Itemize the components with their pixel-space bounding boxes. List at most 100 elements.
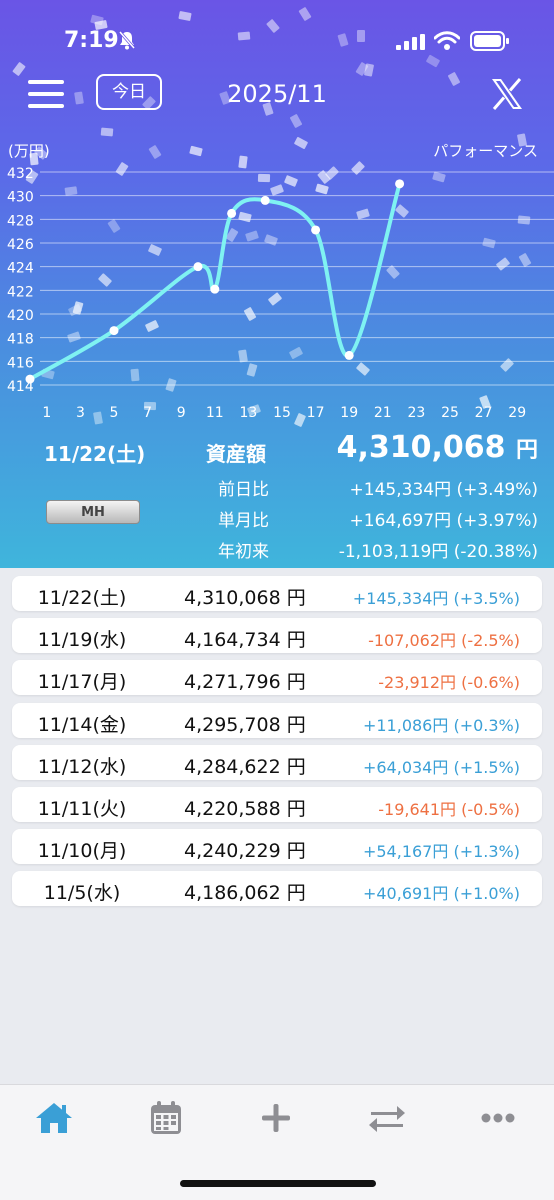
- comparison-value-ytd: -1,103,119円 (-20.38%): [338, 542, 538, 562]
- x-tick-label: 13: [239, 405, 257, 421]
- row-value: 4,310,068 円: [184, 587, 306, 609]
- cellular-signal-icon: [396, 34, 425, 50]
- home-icon[interactable]: [34, 1100, 74, 1136]
- confetti-piece: [148, 144, 162, 160]
- chart-mode-label[interactable]: パフォーマンス: [433, 142, 538, 160]
- x-tick-label: 1: [42, 405, 51, 421]
- series-line: [28, 181, 402, 382]
- confetti-piece: [100, 127, 114, 137]
- header-panel: 7:19 今日 2025/11: [0, 0, 554, 568]
- today-button[interactable]: 今日: [96, 74, 162, 110]
- x-tick-label: 5: [110, 405, 119, 421]
- confetti-piece: [289, 113, 303, 129]
- row-date: 11/22(土): [37, 587, 127, 609]
- x-tick-label: 19: [340, 405, 358, 421]
- data-point[interactable]: [227, 208, 237, 218]
- row-value: 4,271,796 円: [184, 671, 306, 694]
- selected-date: 11/22(土): [44, 442, 146, 466]
- row-change: +54,167円 (+1.3%): [362, 842, 520, 862]
- table-row[interactable]: 11/19(水) 4,164,734 円 -107,062円 (-2.5%): [12, 618, 542, 654]
- table-row[interactable]: 11/5(水) 4,186,062 円 +40,691円 (+1.0%): [12, 871, 542, 907]
- y-tick-label: 422: [7, 284, 34, 300]
- bell-slash-icon: [118, 31, 136, 50]
- data-point[interactable]: [25, 374, 35, 384]
- comparison-label-day: 前日比: [218, 480, 269, 500]
- data-point[interactable]: [109, 326, 119, 336]
- row-change: -107,062円 (-2.5%): [368, 631, 520, 651]
- table-row[interactable]: 11/11(火) 4,220,588 円 -19,641円 (-0.5%): [12, 786, 542, 822]
- row-value: 4,284,622 円: [184, 755, 306, 778]
- asset-amount: 4,310,068: [336, 430, 506, 465]
- row-date: 11/11(火): [37, 797, 127, 820]
- chart-unit-label: (万円): [8, 142, 50, 160]
- row-change: +145,334円 (+3.5%): [352, 589, 520, 608]
- asset-value: 4,310,068 円: [337, 430, 538, 465]
- comparison-label-ytd: 年初来: [218, 542, 269, 562]
- plus-icon[interactable]: [256, 1100, 296, 1136]
- data-point[interactable]: [210, 284, 220, 294]
- y-tick-label: 426: [7, 237, 34, 253]
- y-tick-label: 418: [7, 332, 34, 348]
- asset-label: 資産額: [206, 442, 266, 466]
- x-tick-label: 25: [441, 405, 459, 421]
- x-tick-label: 23: [407, 405, 425, 421]
- asset-yen-unit: 円: [515, 438, 538, 463]
- transfer-icon[interactable]: [367, 1100, 407, 1136]
- comparison-value-month: +164,697円 (+3.97%): [349, 511, 538, 531]
- x-tick-label: 29: [508, 405, 526, 421]
- x-share-icon[interactable]: [490, 78, 524, 110]
- more-icon[interactable]: [478, 1100, 518, 1136]
- row-value: 4,186,062 円: [184, 882, 306, 905]
- x-tick-label: 17: [307, 405, 325, 421]
- y-tick-label: 432: [7, 166, 34, 182]
- mh-badge[interactable]: MH: [46, 500, 140, 524]
- confetti-piece: [293, 136, 309, 150]
- x-tick-label: 3: [76, 405, 85, 421]
- status-bar: 7:19: [0, 0, 554, 80]
- row-change: -19,641円 (-0.5%): [378, 799, 520, 819]
- data-point[interactable]: [260, 195, 270, 205]
- data-point[interactable]: [395, 179, 405, 189]
- row-change: -23,912円 (-0.6%): [378, 673, 520, 693]
- menu-icon[interactable]: [28, 80, 64, 108]
- row-date: 11/12(水): [37, 755, 127, 778]
- calendar-icon[interactable]: [146, 1100, 186, 1136]
- x-tick-label: 27: [475, 405, 493, 421]
- y-tick-label: 428: [7, 213, 34, 229]
- row-value: 4,220,588 円: [184, 797, 306, 820]
- data-point[interactable]: [311, 225, 321, 235]
- row-value: 4,164,734 円: [184, 629, 306, 652]
- row-value: 4,295,708 円: [184, 713, 306, 736]
- row-change: +40,691円 (+1.0%): [362, 884, 520, 904]
- comparison-label-month: 単月比: [218, 511, 269, 531]
- row-change: +64,034円 (+1.5%): [362, 757, 520, 777]
- x-tick-label: 21: [374, 405, 392, 421]
- battery-icon: [470, 31, 509, 51]
- wifi-icon: [434, 31, 460, 50]
- table-row[interactable]: 11/17(月) 4,271,796 円 -23,912円 (-0.6%): [12, 660, 542, 696]
- table-row[interactable]: 11/10(月) 4,240,229 円 +54,167円 (+1.3%): [12, 829, 542, 865]
- y-tick-label: 414: [7, 379, 34, 395]
- row-date: 11/19(水): [37, 629, 127, 652]
- x-tick-label: 7: [143, 405, 152, 421]
- row-date: 11/5(水): [43, 882, 121, 905]
- table-row[interactable]: 11/12(水) 4,284,622 円 +64,034円 (+1.5%): [12, 744, 542, 780]
- table-row[interactable]: 11/14(金) 4,295,708 円 +11,086円 (+0.3%): [12, 702, 542, 738]
- y-tick-label: 430: [7, 190, 34, 206]
- row-date: 11/14(金): [37, 713, 127, 736]
- y-tick-label: 416: [7, 355, 34, 371]
- table-row[interactable]: 11/22(土) 4,310,068 円 +145,334円 (+3.5%): [12, 576, 542, 611]
- row-change: +11,086円 (+0.3%): [362, 715, 520, 735]
- y-tick-label: 424: [7, 261, 34, 277]
- data-point[interactable]: [193, 262, 203, 272]
- data-point[interactable]: [344, 350, 354, 360]
- row-date: 11/10(月): [37, 840, 127, 863]
- y-tick-label: 420: [7, 308, 34, 324]
- row-value: 4,240,229 円: [184, 840, 306, 863]
- x-tick-label: 9: [177, 405, 186, 421]
- status-time: 7:19: [64, 28, 119, 53]
- month-title: 2025/11: [227, 80, 327, 108]
- x-tick-label: 11: [206, 405, 224, 421]
- x-tick-label: 15: [273, 405, 291, 421]
